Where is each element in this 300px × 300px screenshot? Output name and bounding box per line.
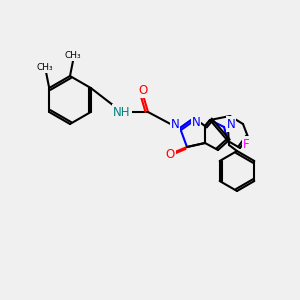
Text: O: O bbox=[165, 148, 175, 160]
Text: NH: NH bbox=[113, 106, 131, 118]
Text: CH₃: CH₃ bbox=[37, 62, 53, 71]
Text: O: O bbox=[138, 83, 148, 97]
Text: N: N bbox=[226, 118, 236, 130]
Text: N: N bbox=[171, 118, 179, 131]
Text: F: F bbox=[243, 137, 249, 151]
Text: N: N bbox=[192, 116, 200, 130]
Text: CH₃: CH₃ bbox=[65, 50, 81, 59]
